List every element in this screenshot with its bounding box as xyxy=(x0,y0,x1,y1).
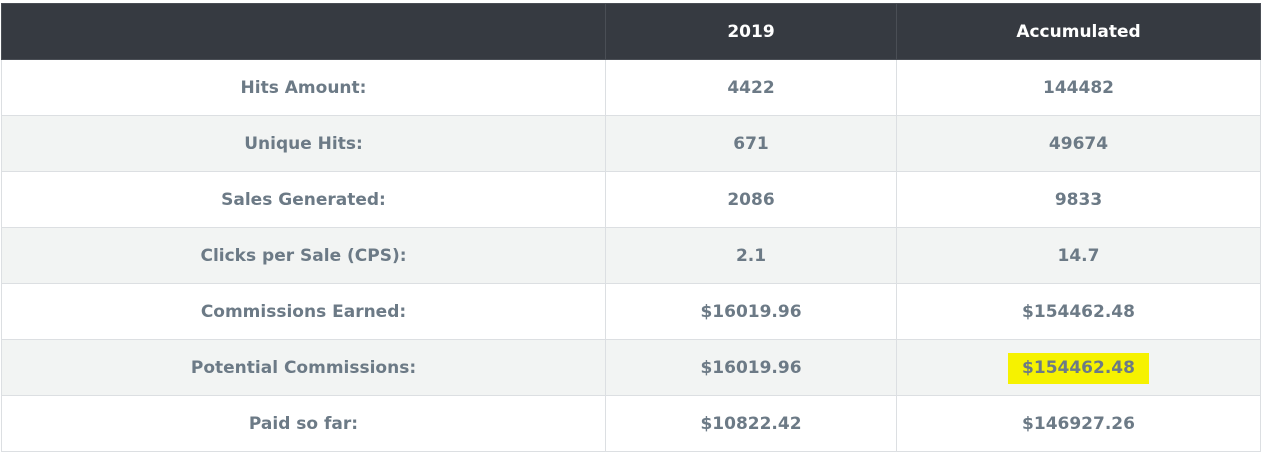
table-row: Potential Commissions: $16019.96 $154462… xyxy=(1,339,1261,396)
row-accumulated-value: 144482 xyxy=(896,59,1261,116)
table-header-row: 2019 Accumulated xyxy=(1,3,1261,60)
affiliate-stats-table: 2019 Accumulated Hits Amount: 4422 14448… xyxy=(1,3,1261,452)
table-row: Paid so far: $10822.42 $146927.26 xyxy=(1,395,1261,452)
row-label: Paid so far: xyxy=(1,395,606,452)
row-label: Hits Amount: xyxy=(1,59,606,116)
row-year-value: $16019.96 xyxy=(605,283,897,340)
row-year-value: 4422 xyxy=(605,59,897,116)
row-accumulated-value: $146927.26 xyxy=(896,395,1261,452)
row-accumulated-value: $154462.48 xyxy=(896,339,1261,396)
header-label-column xyxy=(1,3,606,60)
table-row: Hits Amount: 4422 144482 xyxy=(1,59,1261,116)
row-accumulated-value: 9833 xyxy=(896,171,1261,228)
table-row: Unique Hits: 671 49674 xyxy=(1,115,1261,172)
row-label: Potential Commissions: xyxy=(1,339,606,396)
row-year-value: 2086 xyxy=(605,171,897,228)
row-year-value: $16019.96 xyxy=(605,339,897,396)
table-row: Clicks per Sale (CPS): 2.1 14.7 xyxy=(1,227,1261,284)
row-year-value: $10822.42 xyxy=(605,395,897,452)
row-accumulated-value: 14.7 xyxy=(896,227,1261,284)
table-row: Sales Generated: 2086 9833 xyxy=(1,171,1261,228)
header-accumulated-column: Accumulated xyxy=(896,3,1261,60)
row-accumulated-value: $154462.48 xyxy=(896,283,1261,340)
row-label: Sales Generated: xyxy=(1,171,606,228)
row-label: Commissions Earned: xyxy=(1,283,606,340)
row-year-value: 2.1 xyxy=(605,227,897,284)
row-label: Clicks per Sale (CPS): xyxy=(1,227,606,284)
row-year-value: 671 xyxy=(605,115,897,172)
highlighted-value: $154462.48 xyxy=(1008,352,1149,384)
table-row: Commissions Earned: $16019.96 $154462.48 xyxy=(1,283,1261,340)
row-accumulated-value: 49674 xyxy=(896,115,1261,172)
row-label: Unique Hits: xyxy=(1,115,606,172)
header-year-column: 2019 xyxy=(605,3,897,60)
